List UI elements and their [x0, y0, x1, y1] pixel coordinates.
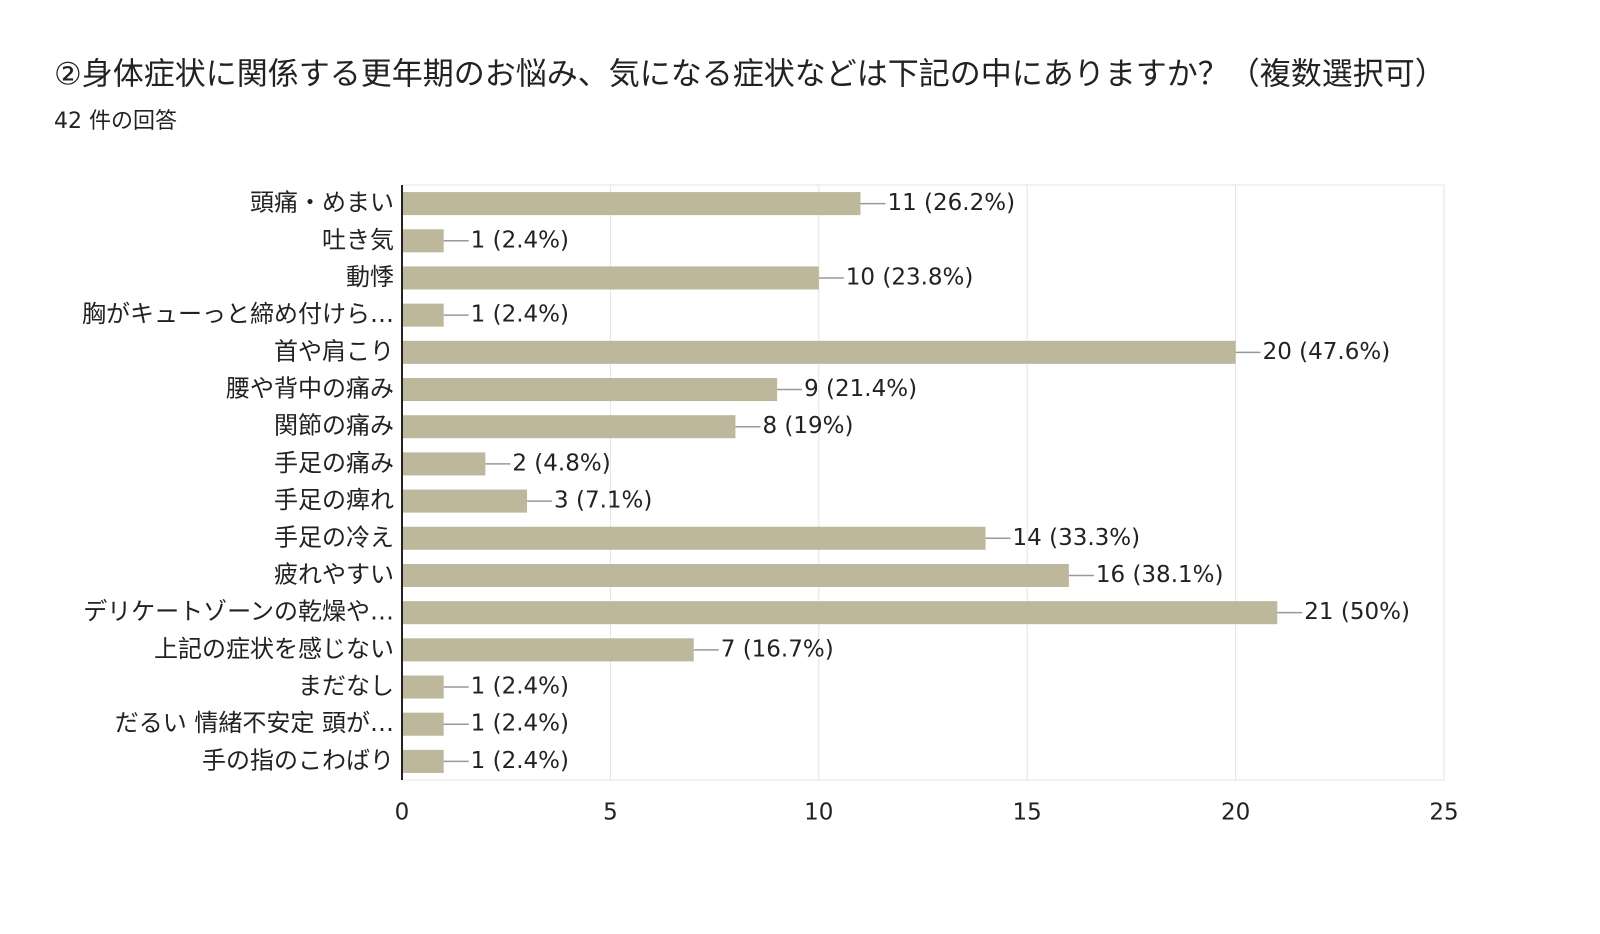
bar	[402, 192, 861, 216]
y-tick-label: 関節の痛み	[274, 412, 394, 440]
y-tick-label: 手足の冷え	[274, 523, 394, 551]
data-label: 10 (23.8%)	[846, 264, 974, 290]
bar	[402, 526, 986, 550]
data-label: 16 (38.1%)	[1096, 562, 1224, 588]
x-tick-label: 25	[1429, 800, 1458, 826]
y-tick-label: 上記の症状を感じない	[154, 635, 394, 663]
bar	[402, 266, 819, 290]
data-label: 8 (19%)	[762, 413, 853, 439]
data-label: 1 (2.4%)	[471, 674, 569, 700]
bar	[402, 229, 444, 253]
x-tick-label: 20	[1221, 800, 1250, 826]
data-label: 2 (4.8%)	[512, 450, 610, 476]
y-tick-label: 動悸	[346, 263, 394, 291]
data-label: 21 (50%)	[1304, 599, 1410, 625]
y-tick-label: 胸がキューっと締め付けら…	[82, 300, 394, 328]
bar	[402, 452, 486, 476]
y-tick-label: 吐き気	[322, 226, 394, 254]
y-tick-label: 手の指のこわばり	[202, 746, 394, 774]
data-label: 20 (47.6%)	[1263, 339, 1391, 365]
y-tick-label: 頭痛・めまい	[250, 189, 394, 217]
data-label: 14 (33.3%)	[1013, 525, 1141, 551]
data-label: 3 (7.1%)	[554, 488, 652, 514]
bar	[402, 601, 1278, 625]
y-tick-label: だるい 情緒不安定 頭が…	[115, 709, 394, 737]
y-tick-label: 疲れやすい	[274, 560, 394, 588]
data-label: 9 (21.4%)	[804, 376, 917, 402]
chart-subtitle: 42 件の回答	[54, 109, 177, 134]
y-tick-label: まだなし	[298, 672, 394, 700]
y-tick-label: デリケートゾーンの乾燥や…	[83, 598, 394, 626]
data-label: 7 (16.7%)	[721, 636, 834, 662]
bar	[402, 415, 736, 439]
bar	[402, 303, 444, 327]
bar	[402, 378, 778, 402]
data-label: 1 (2.4%)	[471, 748, 569, 774]
bar	[402, 563, 1069, 587]
y-tick-label: 腰や背中の痛み	[226, 375, 394, 403]
bar	[402, 712, 444, 736]
data-label: 1 (2.4%)	[471, 711, 569, 737]
bar	[402, 675, 444, 699]
bar	[402, 340, 1236, 364]
bar	[402, 638, 694, 662]
x-tick-label: 15	[1013, 800, 1042, 826]
x-tick-label: 10	[804, 800, 833, 826]
data-label: 1 (2.4%)	[471, 227, 569, 253]
x-tick-label: 0	[395, 800, 410, 826]
bar	[402, 749, 444, 773]
y-tick-label: 手足の痺れ	[274, 486, 394, 514]
y-tick-label: 手足の痛み	[274, 449, 394, 477]
x-tick-label: 5	[603, 800, 618, 826]
y-tick-label: 首や肩こり	[274, 337, 394, 365]
bar	[402, 489, 528, 513]
data-label: 1 (2.4%)	[471, 302, 569, 328]
data-label: 11 (26.2%)	[887, 190, 1015, 216]
chart-title: ②身体症状に関係する更年期のお悩み、気になる症状などは下記の中にありますか？（複…	[54, 57, 1446, 93]
